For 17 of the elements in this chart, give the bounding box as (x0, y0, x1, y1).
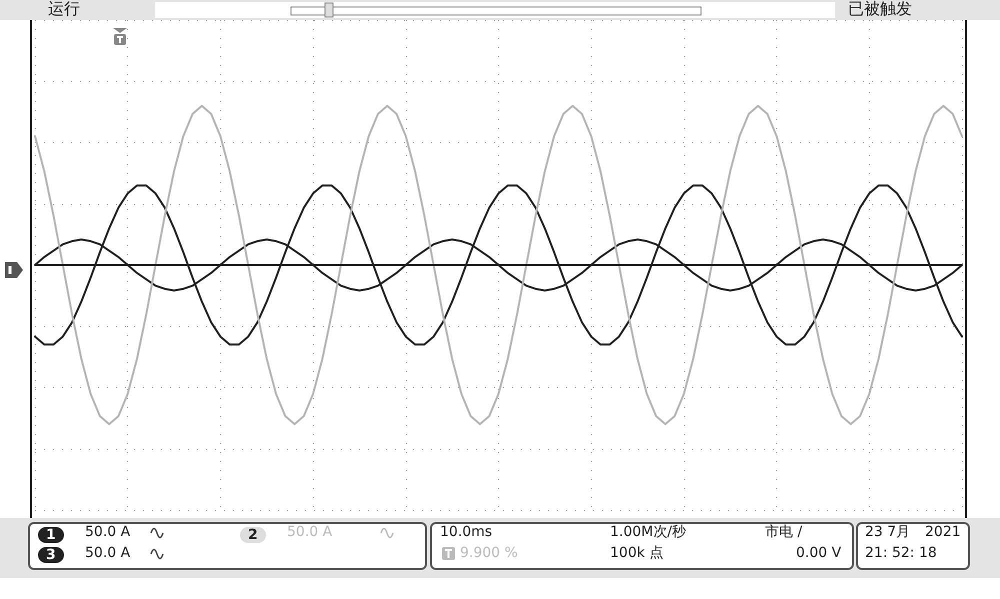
text: 0.00 V (796, 545, 842, 561)
text: 50.0 A (85, 545, 130, 561)
text: 23 7月 (865, 524, 910, 540)
text: 50.0 A (85, 524, 130, 540)
text: 50.0 A (287, 524, 332, 540)
text: 运行 (48, 0, 80, 18)
text: 21: 52: 18 (865, 545, 937, 561)
text: 3 (38, 547, 64, 563)
text: 已被触发 (848, 0, 912, 18)
text: 1.00M次/秒 (610, 524, 686, 540)
text: 100k 点 (610, 545, 664, 561)
text: 10.0ms (440, 524, 492, 540)
text: 市电 / (765, 524, 802, 540)
text: 9.900 % (460, 545, 518, 561)
text: 2 (240, 527, 266, 543)
text: 2021 (925, 524, 961, 540)
text: 1 (38, 527, 64, 543)
